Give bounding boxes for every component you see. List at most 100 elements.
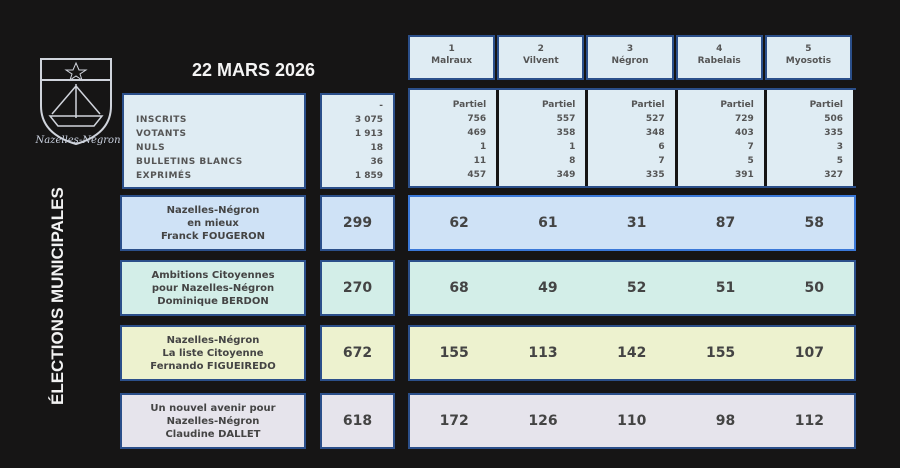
stat-value: 335	[824, 128, 844, 138]
list-name: Un nouvel avenir pour Nazelles-Négron Clau…	[120, 393, 306, 449]
bureau-stats: Partiel 729 403 7 5 391	[678, 90, 767, 186]
list-total: 618	[320, 393, 395, 449]
bureau-votes: 61	[538, 215, 558, 231]
town-crest-logo	[40, 58, 112, 146]
bureau-stats: Partiel 527 348 6 7 335	[588, 90, 678, 186]
bureau-header: 1 Malraux	[408, 35, 496, 80]
stat-value: 335	[645, 170, 665, 180]
stat-total: -	[379, 101, 383, 111]
bureau-name: Malraux	[431, 56, 473, 66]
stat-value: 349	[556, 170, 576, 180]
bureau-votes: 107	[794, 345, 824, 361]
stat-value: 8	[569, 156, 576, 166]
bureau-votes: 155	[439, 345, 469, 361]
list-name-line: Nazelles-Négron	[166, 415, 260, 427]
stat-value: 6	[658, 142, 665, 152]
bureau-votes: 52	[626, 280, 647, 296]
town-name: Nazelles-Négron	[35, 135, 121, 146]
list-name-line: pour Nazelles-Négron	[151, 282, 275, 294]
bureau-name: Myosotis	[785, 56, 832, 66]
list-votes: 172 126 110 98 112	[408, 393, 856, 449]
list-name-line: Ambitions Citoyennes	[151, 269, 275, 281]
list-name: Ambitions Citoyennes pour Nazelles-Négron…	[120, 260, 306, 316]
stat-value: 506	[824, 114, 844, 124]
stat-total: 36	[370, 157, 383, 167]
bureau-votes: 51	[715, 280, 736, 296]
status-label: Partiel	[452, 100, 487, 110]
list-row: Nazelles-Négron en mieux Franck FOUGERON 29…	[0, 195, 900, 251]
bureau-votes: 172	[439, 413, 469, 429]
stats-totals: - 3 075 1 913 18 36 1 859	[320, 93, 395, 189]
bureau-number: 1	[448, 44, 455, 54]
bureau-votes: 87	[715, 215, 736, 231]
bureau-votes: 126	[528, 413, 558, 429]
stat-value: 11	[473, 156, 487, 166]
stat-value: 358	[556, 128, 576, 138]
bureau-votes: 155	[705, 345, 736, 361]
bureau-votes: 110	[617, 413, 647, 429]
list-name-line: Franck FOUGERON	[160, 230, 266, 242]
list-name-line: Un nouvel avenir pour	[150, 402, 276, 414]
bureau-header: 4 Rabelais	[675, 35, 763, 80]
list-name-line: Claudine DALLET	[165, 428, 261, 440]
list-name-line: en mieux	[187, 217, 239, 229]
list-total: 672	[320, 325, 395, 381]
list-votes: 68 49 52 51 50	[408, 260, 856, 316]
bureau-name: Vilvent	[522, 56, 559, 66]
bureau-stats: Partiel 506 335 3 5 327	[767, 90, 857, 186]
stat-value: 527	[645, 114, 665, 124]
bureaux-header: 1 Malraux 2 Vilvent 3 Négron 4 Rabelais 5 Myo…	[408, 35, 854, 80]
list-row: Ambitions Citoyennes pour Nazelles-Négron…	[0, 260, 900, 316]
bureau-votes: 112	[794, 413, 824, 429]
stat-value: 557	[556, 114, 576, 124]
stat-value: 3	[836, 142, 844, 152]
stat-value: 756	[467, 114, 487, 124]
stat-total: 3 075	[354, 115, 383, 125]
bureau-header: 3 Négron	[586, 35, 674, 80]
bureau-votes: 49	[538, 280, 558, 296]
stat-value: 469	[467, 128, 487, 138]
stat-value: 1	[479, 142, 487, 152]
stat-label: BULLETINS BLANCS	[136, 157, 243, 167]
stat-label: NULS	[136, 143, 166, 153]
list-votes: 62 61 31 87 58	[408, 195, 856, 251]
list-name: Nazelles-Négron en mieux Franck FOUGERON	[120, 195, 306, 251]
bureau-header: 5 Myosotis	[764, 35, 853, 80]
stats-labels: INSCRITS VOTANTS NULS BULLETINS BLANCS E…	[122, 93, 306, 189]
bureau-votes: 68	[449, 280, 469, 296]
stat-label: VOTANTS	[136, 129, 187, 139]
stat-total: 1 859	[354, 171, 383, 181]
bureau-number: 3	[626, 44, 634, 54]
list-votes: 155 113 142 155 107	[408, 325, 856, 381]
stat-value: 403	[735, 128, 754, 138]
bureau-name: Négron	[611, 56, 649, 66]
list-row: Nazelles-Négron La liste Citoyenne Fernand…	[0, 325, 900, 381]
bureau-votes: 50	[804, 280, 824, 296]
stat-value: 391	[735, 170, 754, 180]
election-date: 22 MARS 2026	[192, 60, 316, 80]
bureau-votes: 142	[617, 345, 647, 361]
stat-label: EXPRIMÉS	[136, 171, 192, 181]
list-name-line: Nazelles-Négron	[166, 204, 260, 216]
stat-value: 5	[747, 156, 754, 166]
status-label: Partiel	[631, 100, 665, 110]
stats-bureaux: Partiel 756 469 1 11 457 Partiel 557 358 1 8 349 Par…	[408, 88, 857, 188]
bureau-votes: 113	[528, 345, 558, 361]
bureau-votes: 58	[804, 215, 824, 231]
bureau-stats: Partiel 756 469 1 11 457	[410, 90, 500, 186]
list-name-line: La liste Citoyenne	[162, 347, 264, 359]
status-label: Partiel	[809, 100, 844, 110]
list-total: 299	[320, 195, 395, 251]
stat-value: 7	[747, 142, 754, 152]
list-name-line: Fernando FIGUEIREDO	[150, 360, 276, 372]
list-name-line: Dominique BERDON	[157, 295, 269, 307]
status-label: Partiel	[541, 100, 576, 110]
bureau-stats: Partiel 557 358 1 8 349	[499, 90, 589, 186]
list-name: Nazelles-Négron La liste Citoyenne Fernand…	[120, 325, 306, 381]
stat-value: 5	[836, 156, 844, 166]
stat-label: INSCRITS	[136, 115, 187, 125]
stat-value: 1	[569, 142, 576, 152]
bureau-number: 5	[805, 44, 812, 54]
bureau-votes: 62	[449, 215, 469, 231]
stat-total: 1 913	[354, 129, 383, 139]
